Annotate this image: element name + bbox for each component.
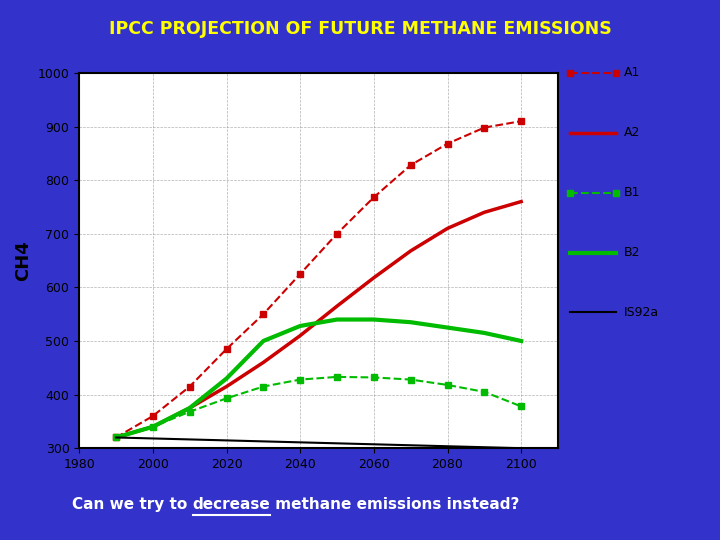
Text: decrease: decrease <box>192 497 270 512</box>
Text: A1: A1 <box>624 66 640 79</box>
Y-axis label: CH4: CH4 <box>14 240 32 281</box>
Text: IS92a: IS92a <box>624 306 659 319</box>
Text: Can we try to: Can we try to <box>72 497 192 512</box>
Text: B1: B1 <box>624 186 640 199</box>
Text: IPCC PROJECTION OF FUTURE METHANE EMISSIONS: IPCC PROJECTION OF FUTURE METHANE EMISSI… <box>109 20 611 38</box>
Text: methane emissions instead?: methane emissions instead? <box>270 497 520 512</box>
Text: B2: B2 <box>624 246 640 259</box>
Text: A2: A2 <box>624 126 640 139</box>
